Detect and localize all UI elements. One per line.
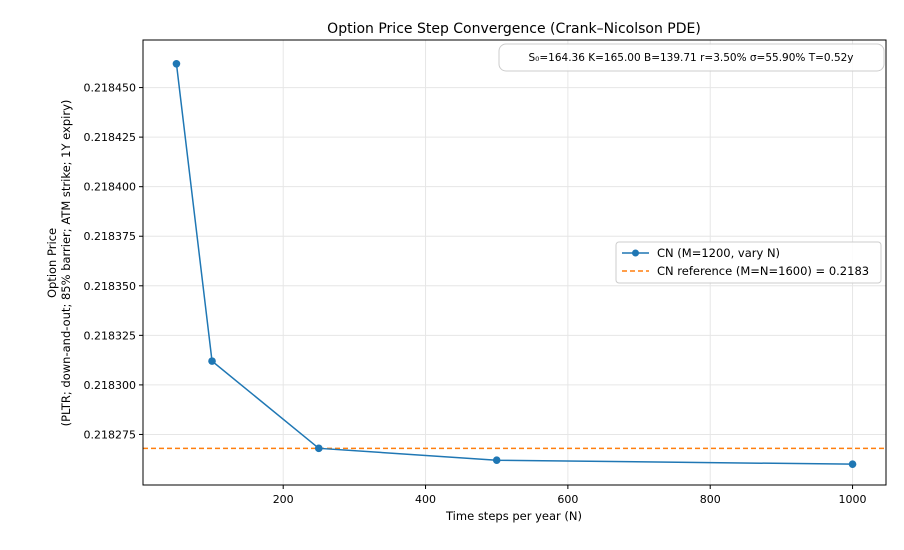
- legend-reference-label: CN reference (M=N=1600) = 0.2183: [657, 264, 869, 278]
- y-tick-label: 0.218275: [84, 428, 137, 441]
- x-tick-label: 200: [273, 493, 294, 506]
- legend: CN (M=1200, vary N) CN reference (M=N=16…: [615, 241, 882, 284]
- x-tick-label: 1000: [839, 493, 867, 506]
- y-axis-ticks: 0.218275 0.218300 0.218325 0.218350 0.218375…: [84, 82, 143, 441]
- series-group: [172, 59, 857, 468]
- chart-title: Option Price Step Convergence (Crank–Nic…: [327, 21, 701, 37]
- y-tick-label: 0.218400: [84, 181, 137, 194]
- x-tick-label: 600: [557, 493, 578, 506]
- y-tick-label: 0.218425: [84, 131, 137, 144]
- y-tick-label: 0.218350: [84, 280, 137, 293]
- data-point: [208, 357, 216, 365]
- data-point: [848, 460, 857, 468]
- y-axis-label-line2: (PLTR; down-and-out; 85% barrier; ATM st…: [59, 100, 73, 427]
- y-axis-label-line1: Option Price: [45, 228, 59, 298]
- info-box-frame: [498, 43, 885, 72]
- data-point: [492, 456, 501, 465]
- data-point: [314, 444, 323, 453]
- x-axis-ticks: 200 400 600 800 1000: [273, 485, 867, 506]
- x-axis-label: Time steps per year (N): [445, 509, 582, 523]
- info-box: S₀=164.36 K=165.00 B=139.71 r=3.50% σ=55…: [498, 43, 885, 72]
- y-tick-label: 0.218450: [84, 82, 137, 95]
- legend-series-label: CN (M=1200, vary N): [657, 246, 780, 260]
- x-tick-label: 800: [700, 493, 721, 506]
- y-tick-label: 0.218300: [84, 379, 137, 392]
- data-point: [172, 59, 181, 68]
- info-box-text: S₀=164.36 K=165.00 B=139.71 r=3.50% σ=55…: [528, 52, 853, 64]
- plot-frame: [142, 39, 887, 486]
- legend-series-marker: [632, 249, 639, 257]
- x-tick-label: 400: [415, 493, 436, 506]
- y-tick-label: 0.218325: [84, 329, 137, 342]
- legend-frame: [615, 241, 882, 284]
- y-tick-label: 0.218375: [84, 230, 137, 243]
